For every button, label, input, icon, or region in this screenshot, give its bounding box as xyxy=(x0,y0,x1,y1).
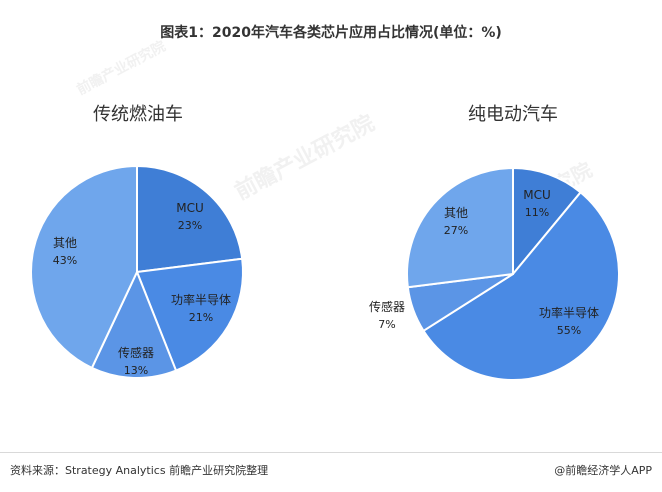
pie-slice-2 xyxy=(135,257,244,372)
chart-title: 图表1：2020年汽车各类芯片应用占比情况(单位：%) xyxy=(160,25,502,41)
slice-label: MCU xyxy=(523,188,551,202)
slice-value-label: 13% xyxy=(124,364,148,377)
footer-divider xyxy=(0,452,662,453)
pie-slice-3 xyxy=(90,269,178,379)
brand-label: @前瞻经济学人APP xyxy=(554,464,652,477)
source-note: 资料来源：Strategy Analytics 前瞻产业研究院整理 xyxy=(10,464,269,477)
pie-1-subtitle: 传统燃油车 xyxy=(93,104,183,125)
pie-slice-2 xyxy=(422,190,620,381)
slice-label: 传感器 xyxy=(118,345,154,360)
pie-chart-fuel: MCU 23% 功率半导体 21% 传感器 13% 其他 43% xyxy=(30,164,244,379)
slice-value-label: 23% xyxy=(178,219,202,232)
pie-slice-1 xyxy=(512,166,582,277)
pie-slice-4 xyxy=(406,166,514,289)
pie-2-subtitle: 纯电动汽车 xyxy=(468,104,558,125)
slice-label: 功率半导体 xyxy=(539,305,599,320)
slice-label: 其他 xyxy=(444,206,468,220)
slice-label: MCU xyxy=(176,201,204,215)
slice-label: 传感器 xyxy=(369,299,405,314)
pie-chart-ev: MCU 11% 功率半导体 55% 传感器 7% 其他 27% xyxy=(369,166,620,381)
slice-value-label: 7% xyxy=(378,318,395,331)
watermark-text: 前瞻产业研究院 xyxy=(74,38,169,99)
slice-value-label: 55% xyxy=(557,324,581,337)
slice-value-label: 21% xyxy=(189,311,213,324)
slice-value-label: 27% xyxy=(444,224,468,237)
slice-value-label: 11% xyxy=(525,206,549,219)
slice-label: 其他 xyxy=(53,236,77,250)
pie-slice-1 xyxy=(136,164,244,274)
pie-slice-4 xyxy=(30,164,138,370)
slice-value-label: 43% xyxy=(53,254,77,267)
slice-label: 功率半导体 xyxy=(171,292,231,307)
watermark-text: 前瞻产业研究院 xyxy=(231,110,379,205)
